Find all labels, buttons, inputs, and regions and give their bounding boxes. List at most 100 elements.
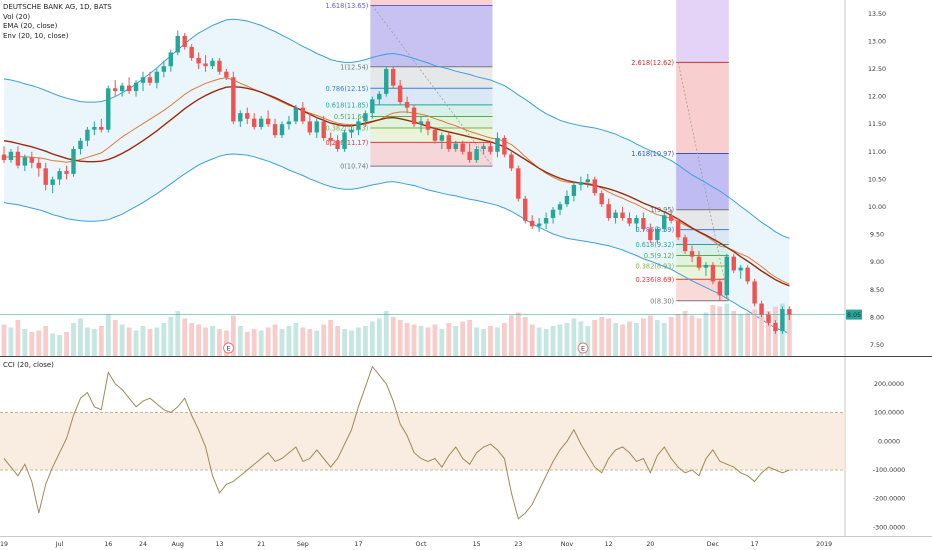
fib-level-label: 0.786(12.15) bbox=[325, 85, 368, 93]
candle-body bbox=[245, 113, 250, 119]
fib-level-label: 0(8.30) bbox=[650, 297, 674, 305]
volume-bar bbox=[620, 324, 625, 356]
candle bbox=[245, 107, 250, 125]
candle-body bbox=[703, 264, 709, 268]
candle-body bbox=[467, 151, 472, 161]
volume-bar bbox=[418, 326, 424, 356]
price-tick-label: 13.00 bbox=[868, 38, 886, 45]
fib-zone-band bbox=[370, 66, 493, 89]
candle bbox=[279, 121, 285, 138]
candle-body bbox=[349, 129, 354, 133]
candle-body bbox=[1, 154, 7, 161]
candle bbox=[662, 212, 667, 232]
candle bbox=[377, 91, 382, 105]
candle bbox=[620, 206, 625, 221]
candle bbox=[523, 195, 528, 224]
candle-body bbox=[203, 63, 208, 67]
volume-bar bbox=[474, 327, 479, 356]
volume-bar bbox=[564, 323, 570, 356]
volume-bar bbox=[349, 330, 354, 356]
candle-body bbox=[425, 121, 431, 130]
volume-bar bbox=[22, 329, 28, 356]
volume-bar bbox=[8, 327, 14, 356]
volume-bar bbox=[383, 311, 389, 356]
candle-body bbox=[307, 121, 312, 133]
candle bbox=[425, 118, 431, 136]
candle bbox=[370, 96, 375, 119]
candle bbox=[717, 278, 723, 301]
candle-body bbox=[314, 121, 319, 133]
volume-bar bbox=[50, 333, 56, 356]
candle bbox=[29, 151, 34, 169]
candle-body bbox=[530, 220, 535, 227]
candle-body bbox=[356, 121, 361, 130]
time-tick-label: 24 bbox=[139, 541, 147, 548]
candle-body bbox=[71, 149, 76, 174]
volume-bar bbox=[703, 312, 709, 356]
volume-bar bbox=[154, 327, 160, 356]
candle bbox=[613, 209, 618, 224]
last-price-label: 8.05 bbox=[847, 312, 861, 319]
candle-body bbox=[106, 88, 111, 130]
volume-bar bbox=[696, 318, 702, 356]
ema-legend[interactable]: EMA (20, close) bbox=[3, 22, 58, 30]
candle-body bbox=[154, 71, 160, 83]
candle-body bbox=[564, 195, 570, 205]
candle bbox=[481, 143, 486, 155]
price-tick-label: 8.00 bbox=[870, 314, 884, 321]
candle-body bbox=[516, 168, 521, 199]
candle bbox=[516, 165, 521, 202]
volume-bar bbox=[161, 323, 167, 356]
volume-bar bbox=[272, 324, 278, 356]
volume-bar bbox=[363, 326, 368, 356]
cci-legend[interactable]: CCI (20, close) bbox=[3, 361, 54, 369]
volume-legend[interactable]: Vol (20) bbox=[3, 12, 31, 21]
candle-body bbox=[85, 129, 90, 141]
fib-zone-band bbox=[676, 266, 729, 280]
candle bbox=[92, 121, 97, 136]
candle bbox=[724, 253, 729, 299]
earnings-marker-label: E bbox=[227, 346, 231, 353]
candle-body bbox=[766, 314, 771, 323]
volume-bar bbox=[557, 324, 563, 356]
envelope-legend[interactable]: Env (20, 10, close) bbox=[3, 31, 69, 40]
volume-bar bbox=[585, 326, 591, 356]
fib-zone-band bbox=[676, 255, 729, 267]
volume-bar bbox=[390, 317, 396, 356]
ema-line bbox=[3, 77, 790, 285]
candle bbox=[530, 215, 535, 230]
time-tick-label: 12 bbox=[605, 541, 613, 548]
candle-body bbox=[99, 126, 104, 130]
candle bbox=[99, 118, 104, 133]
volume-bar bbox=[182, 318, 188, 356]
volume-bar bbox=[321, 324, 327, 356]
volume-bar bbox=[425, 327, 431, 356]
volume-bar bbox=[641, 318, 646, 356]
candle-body bbox=[189, 46, 194, 58]
candle-body bbox=[460, 143, 465, 152]
volume-bar bbox=[752, 309, 757, 356]
candle-body bbox=[495, 137, 500, 152]
time-tick-label: Sep bbox=[297, 541, 309, 548]
candle bbox=[175, 30, 180, 56]
candle bbox=[168, 49, 173, 72]
candle-body bbox=[481, 146, 486, 150]
volume-bar bbox=[682, 311, 688, 356]
candle bbox=[627, 212, 632, 227]
volume-bar bbox=[613, 323, 618, 356]
envelope-basis-line bbox=[3, 85, 790, 287]
candle-body bbox=[655, 229, 660, 241]
price-tick-label: 8.50 bbox=[870, 287, 884, 294]
cci-tick-label: -100.0000 bbox=[873, 467, 905, 474]
time-tick-label: 2019 bbox=[816, 541, 832, 548]
candle-body bbox=[57, 171, 62, 180]
candle-body bbox=[669, 215, 674, 221]
cci-tick-label: 100.0000 bbox=[874, 410, 904, 417]
volume-bar bbox=[98, 326, 104, 356]
candle bbox=[675, 218, 681, 241]
candle bbox=[57, 168, 62, 185]
candle bbox=[238, 110, 243, 127]
candle bbox=[293, 104, 299, 125]
candle bbox=[314, 118, 319, 138]
